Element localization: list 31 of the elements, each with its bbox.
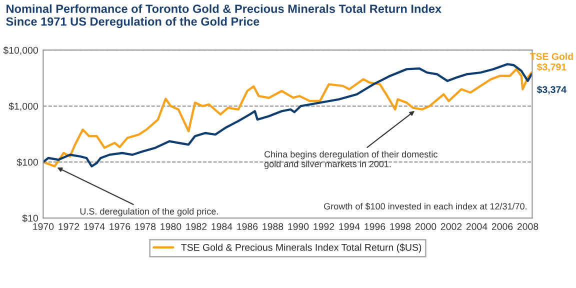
x-tick-label: 2002 — [440, 223, 462, 230]
x-tick-label: 2008 — [517, 223, 538, 230]
x-tick-label: 1984 — [212, 223, 232, 230]
y-tick-label: $10 — [22, 214, 38, 222]
annotation: China begins deregulation of their domestic gold and silver markets in 2001. — [264, 150, 438, 169]
x-tick-label: 1972 — [58, 223, 80, 230]
annotation: $3,374 — [536, 86, 566, 94]
y-tick-label: $100 — [16, 158, 38, 166]
annotation: U.S. deregulation of the gold price. — [80, 208, 218, 216]
chart-title: Nominal Performance of Toronto Gold & Precious Minerals Total Return Index Since 1971 US Deregulation of the Gold Price — [6, 4, 442, 28]
annotation: Growth of $100 invested in each index at 12/31/70. — [324, 202, 527, 210]
x-tick-label: 1986 — [237, 223, 258, 230]
x-tick-label: 1976 — [110, 223, 130, 230]
x-tick-label: 1974 — [84, 223, 105, 230]
x-tick-label: 1992 — [314, 223, 334, 230]
y-tick-label: $1,000 — [8, 102, 38, 111]
legend-label: TSE Gold & Precious Minerals Index Total Return ($US) — [181, 244, 422, 253]
x-tick-label: 1994 — [339, 223, 360, 230]
x-tick-label: 2000 — [415, 223, 436, 230]
x-tick-label: 2006 — [492, 223, 513, 230]
x-tick-label: 1990 — [288, 223, 309, 230]
x-tick-label: 1988 — [262, 223, 284, 230]
x-tick-label: 2004 — [466, 223, 488, 230]
x-tick-label: 1996 — [364, 223, 386, 230]
y-tick-label: $10,000 — [3, 46, 38, 55]
x-tick-label: 1970 — [33, 223, 54, 230]
x-tick-label: 1978 — [135, 223, 156, 230]
x-tick-label: 1980 — [160, 223, 182, 230]
annotation: TSE Gold $3,791 — [530, 52, 573, 72]
x-tick-label: 1998 — [390, 223, 411, 230]
x-tick-label: 1982 — [186, 223, 207, 230]
